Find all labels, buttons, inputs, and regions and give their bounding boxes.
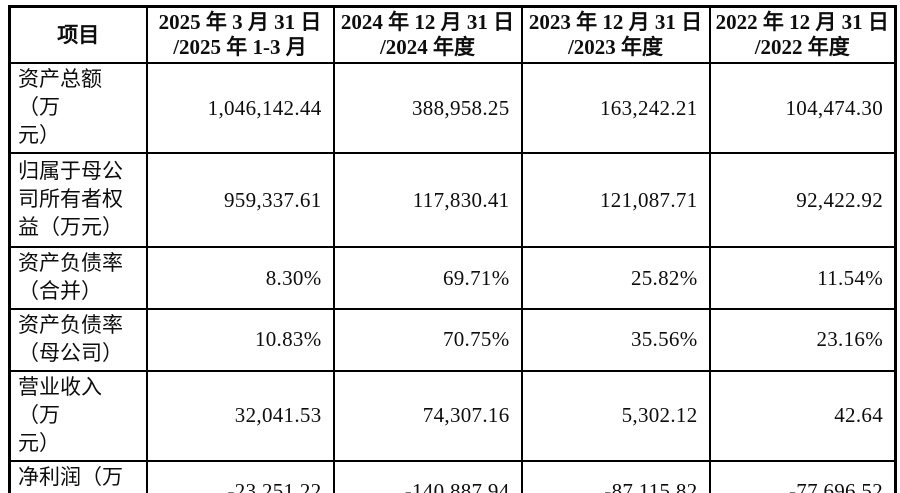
financial-table: 项目 2025 年 3 月 31 日 /2025 年 1-3 月 2024 年 … — [8, 5, 897, 493]
header-row: 项目 2025 年 3 月 31 日 /2025 年 1-3 月 2024 年 … — [8, 5, 897, 65]
cell-value: 70.75% — [332, 307, 523, 372]
table-body: 资产总额（万 元） 1,046,142.44 388,958.25 163,24… — [8, 62, 897, 493]
cell-value: 92,422.92 — [708, 152, 897, 249]
cell-value: -23,251.22 — [145, 459, 335, 493]
row-label: 归属于母公 司所有者权 益（万元） — [8, 152, 148, 249]
cell-value: 10.83% — [145, 307, 335, 372]
cell-value: -87,115.82 — [520, 459, 711, 493]
row-label: 资产负债率 （合并） — [8, 246, 148, 310]
column-header-2024: 2024 年 12 月 31 日 /2024 年度 — [332, 5, 523, 65]
cell-value: 42.64 — [708, 369, 897, 462]
table-row-debt-ratio-parent: 资产负债率 （母公司） 10.83% 70.75% 35.56% 23.16% — [8, 307, 897, 372]
cell-value: 25.82% — [520, 246, 711, 310]
cell-value: 11.54% — [708, 246, 897, 310]
cell-value: 8.30% — [145, 246, 335, 310]
table-header: 项目 2025 年 3 月 31 日 /2025 年 1-3 月 2024 年 … — [8, 5, 897, 65]
table-row-total-assets: 资产总额（万 元） 1,046,142.44 388,958.25 163,24… — [8, 62, 897, 155]
cell-value: 69.71% — [332, 246, 523, 310]
cell-value: 23.16% — [708, 307, 897, 372]
table-row-debt-ratio-consolidated: 资产负债率 （合并） 8.30% 69.71% 25.82% 11.54% — [8, 246, 897, 310]
cell-value: 5,302.12 — [520, 369, 711, 462]
row-label: 净利润（万 元） — [8, 459, 148, 493]
column-header-2025: 2025 年 3 月 31 日 /2025 年 1-3 月 — [145, 5, 335, 65]
cell-value: 163,242.21 — [520, 62, 711, 155]
row-label: 资产总额（万 元） — [8, 62, 148, 155]
cell-value: 121,087.71 — [520, 152, 711, 249]
cell-value: 1,046,142.44 — [145, 62, 335, 155]
cell-value: 959,337.61 — [145, 152, 335, 249]
column-header-2023: 2023 年 12 月 31 日 /2023 年度 — [520, 5, 711, 65]
table-row-net-profit: 净利润（万 元） -23,251.22 -140,887.94 -87,115.… — [8, 459, 897, 493]
cell-value: 117,830.41 — [332, 152, 523, 249]
cell-value: -140,887.94 — [332, 459, 523, 493]
cell-value: 104,474.30 — [708, 62, 897, 155]
cell-value: 74,307.16 — [332, 369, 523, 462]
table-row-revenue: 营业收入（万 元） 32,041.53 74,307.16 5,302.12 4… — [8, 369, 897, 462]
column-header-2022: 2022 年 12 月 31 日 /2022 年度 — [708, 5, 897, 65]
column-header-item: 项目 — [8, 5, 148, 65]
cell-value: 32,041.53 — [145, 369, 335, 462]
row-label: 营业收入（万 元） — [8, 369, 148, 462]
cell-value: -77,696.52 — [708, 459, 897, 493]
table-row-parent-equity: 归属于母公 司所有者权 益（万元） 959,337.61 117,830.41 … — [8, 152, 897, 249]
cell-value: 35.56% — [520, 307, 711, 372]
cell-value: 388,958.25 — [332, 62, 523, 155]
row-label: 资产负债率 （母公司） — [8, 307, 148, 372]
